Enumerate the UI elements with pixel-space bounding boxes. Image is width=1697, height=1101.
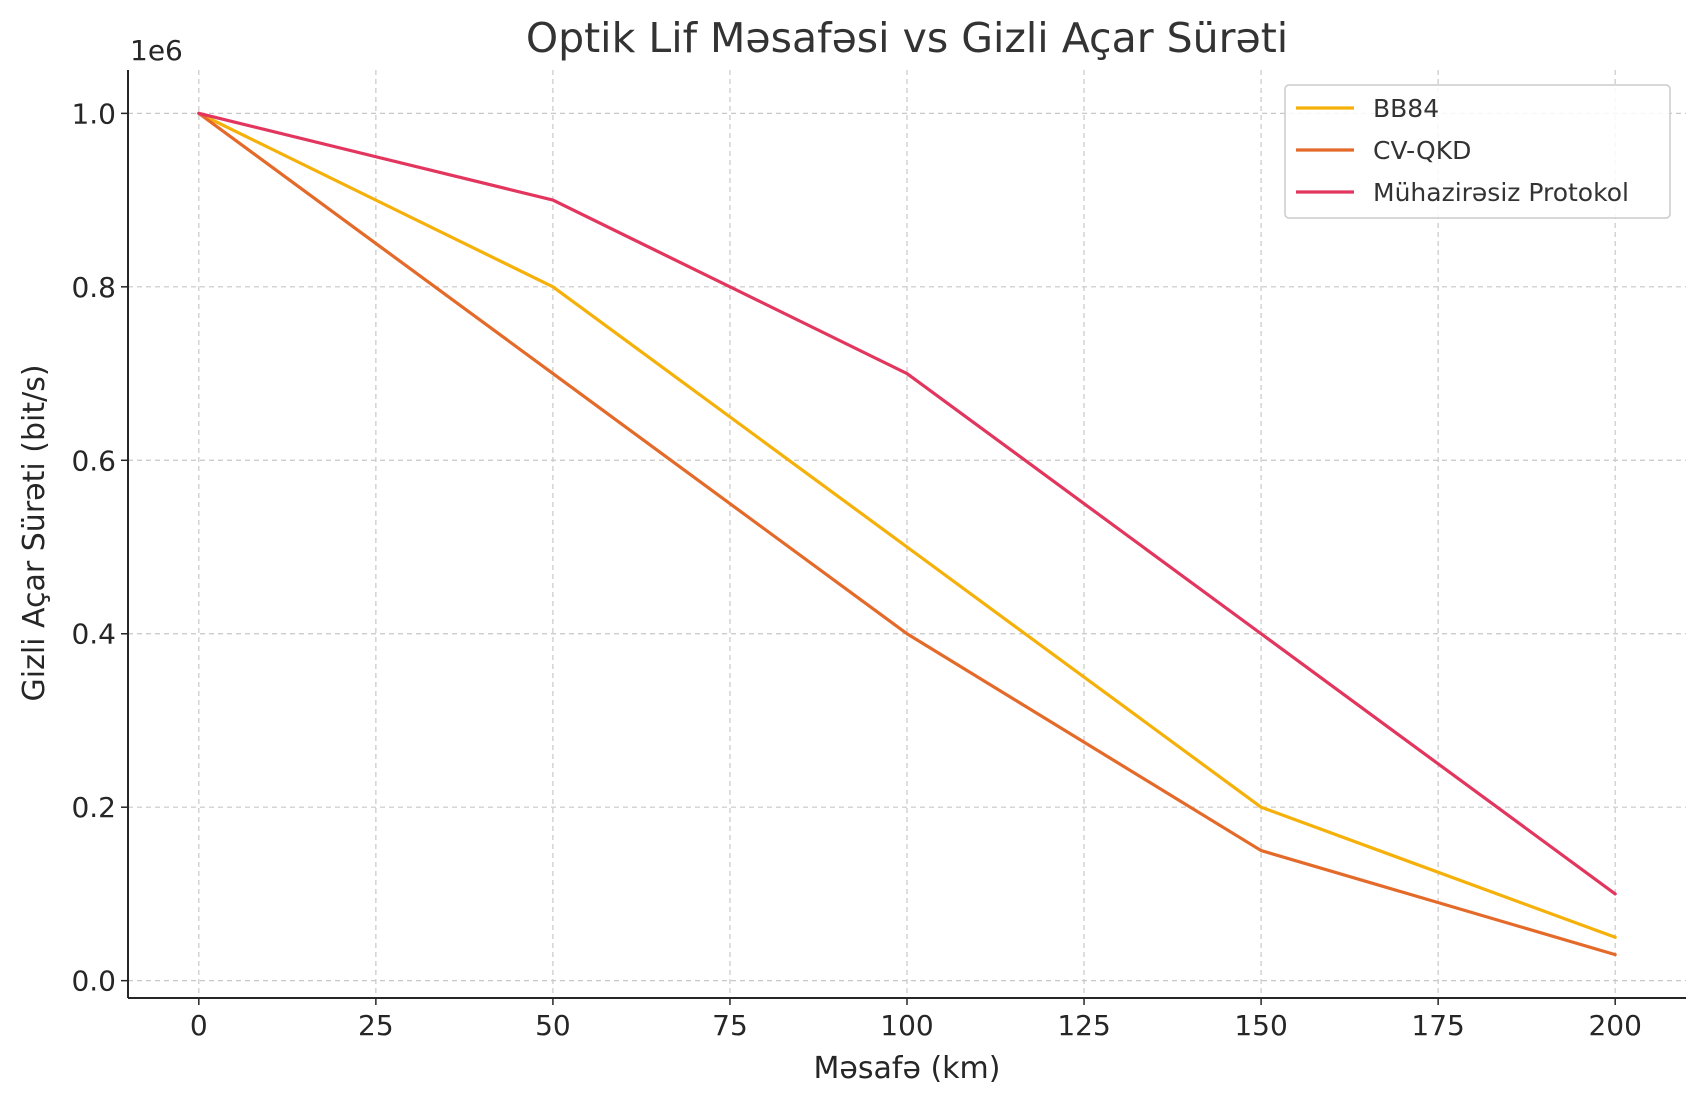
series-line-cv-qkd [197, 111, 1617, 957]
x-tick-label: 175 [1411, 1009, 1464, 1042]
legend-label: Mühazirəsiz Protokol [1373, 178, 1629, 207]
y-axis-title: Gizli Açar Sürəti (bit/s) [17, 364, 52, 701]
x-tick-label: 200 [1588, 1009, 1641, 1042]
x-tick-label: 25 [358, 1009, 394, 1042]
y-tick-label: 1.0 [71, 97, 116, 130]
x-tick-label: 125 [1057, 1009, 1110, 1042]
legend-box [1284, 84, 1671, 219]
legend-items: BB84 CV-QKD Mühazirəsiz Protokol [1296, 94, 1629, 207]
y-tick-label: 0.4 [71, 618, 116, 651]
chart-title: Optik Lif Məsafəsi vs Gizli Açar Sürəti [526, 14, 1288, 62]
x-ticks: 0 25 50 75 100 125 150 175 200 [190, 998, 1642, 1042]
x-tick-label: 0 [190, 1009, 208, 1042]
y-tick-label: 0.0 [71, 965, 116, 998]
series-line-bb84 [197, 111, 1617, 939]
x-tick-label: 75 [712, 1009, 748, 1042]
series-layer [197, 111, 1617, 957]
x-tick-label: 50 [535, 1009, 571, 1042]
legend-label: CV-QKD [1373, 136, 1471, 165]
x-tick-label: 150 [1234, 1009, 1287, 1042]
y-tick-label: 0.2 [71, 791, 116, 824]
x-tick-label: 100 [880, 1009, 933, 1042]
series-line-m-hazir-siz-protokol [197, 111, 1617, 896]
x-axis-title: Məsafə (km) [814, 1051, 1001, 1086]
y-ticks: 0.0 0.2 0.4 0.6 0.8 1.0 [71, 97, 128, 998]
y-tick-label: 0.6 [71, 444, 116, 477]
legend-label: BB84 [1373, 94, 1439, 123]
legend: BB84 CV-QKD Mühazirəsiz Protokol [1284, 84, 1671, 219]
y-axis-offset-label: 1e6 [130, 34, 183, 67]
y-tick-label: 0.8 [71, 271, 116, 304]
